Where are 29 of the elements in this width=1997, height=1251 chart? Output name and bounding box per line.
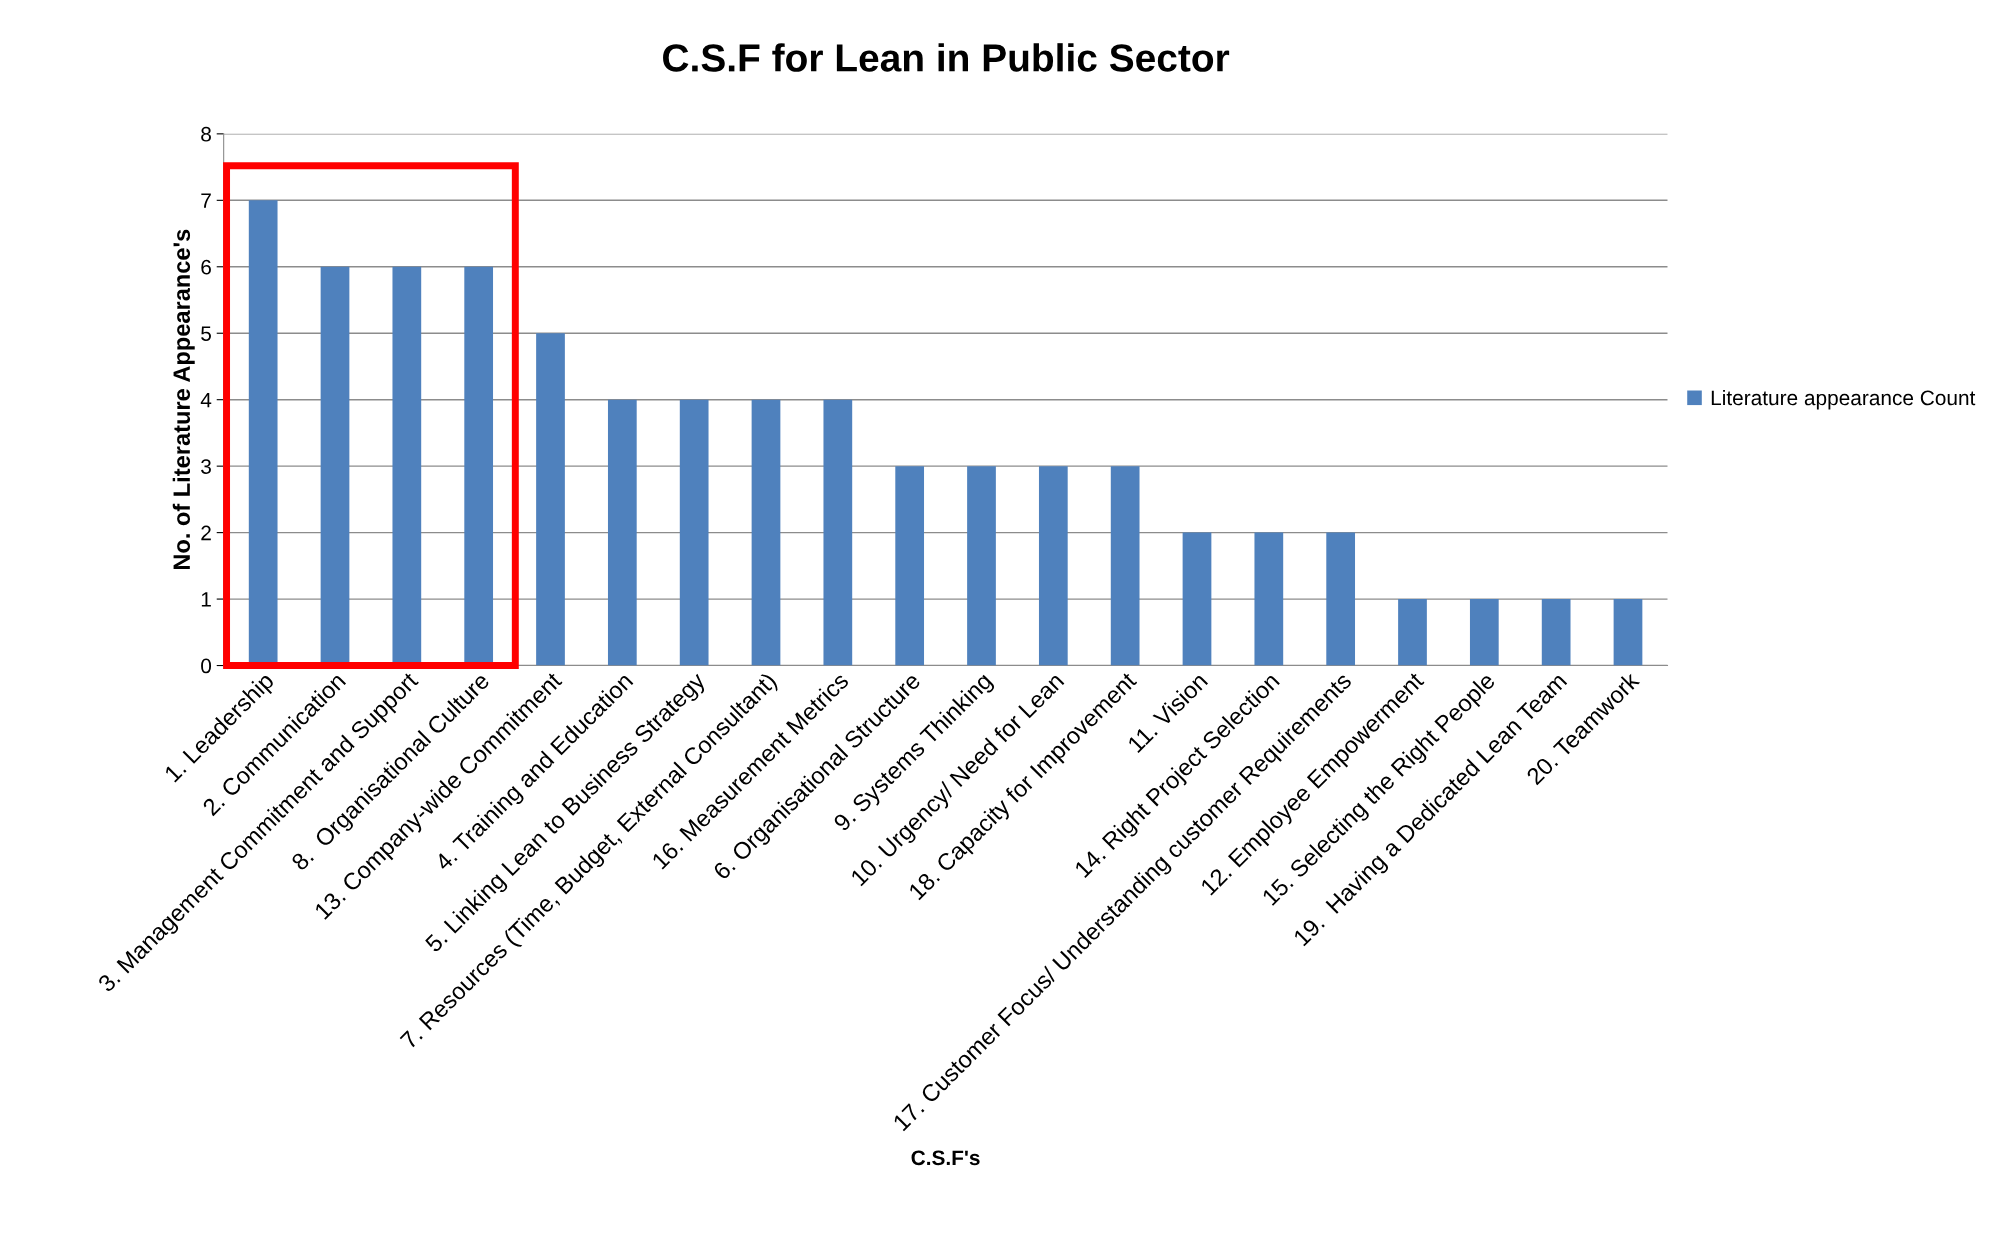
y-tick-label: 0: [201, 658, 212, 674]
y-tick-label: 2: [201, 525, 211, 541]
y-tick-label: 3: [201, 459, 211, 474]
bar: [1541, 599, 1571, 666]
bar: [1326, 532, 1356, 666]
y-tick-label: 5: [201, 326, 211, 341]
bar: [1038, 466, 1068, 666]
bar: [1469, 599, 1499, 666]
chart-title: C.S.F for Lean in Public Sector: [663, 43, 1230, 72]
bar: [823, 399, 853, 666]
bar: [895, 466, 925, 666]
bar: [1110, 466, 1140, 666]
bar: [1398, 599, 1427, 666]
bar: [679, 399, 709, 666]
bar: [1182, 532, 1212, 666]
y-tick-label: 4: [200, 392, 212, 408]
bar: [536, 333, 565, 666]
bar: [607, 399, 637, 666]
y-tick-label: 8: [201, 126, 211, 142]
x-axis-title: C.S.F's: [911, 1150, 980, 1166]
y-tick-label: 1: [201, 592, 211, 607]
y-tick-label: 6: [201, 259, 211, 275]
bar: [967, 466, 996, 666]
legend-label: Literature appearance Count: [1711, 389, 1976, 410]
bar: [1254, 532, 1284, 666]
bar: [751, 399, 781, 666]
bar: [1613, 599, 1643, 666]
y-tick-label: 7: [201, 193, 211, 208]
y-axis-title: No. of Literature Appearance's: [172, 229, 195, 570]
